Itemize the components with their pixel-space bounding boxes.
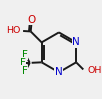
Text: F: F: [22, 50, 27, 60]
Text: HO: HO: [6, 26, 20, 35]
Text: OH: OH: [88, 66, 102, 75]
Text: O: O: [28, 15, 36, 25]
Text: F: F: [20, 58, 26, 68]
Text: F: F: [22, 66, 27, 76]
Text: N: N: [72, 37, 80, 47]
Text: N: N: [55, 67, 63, 77]
